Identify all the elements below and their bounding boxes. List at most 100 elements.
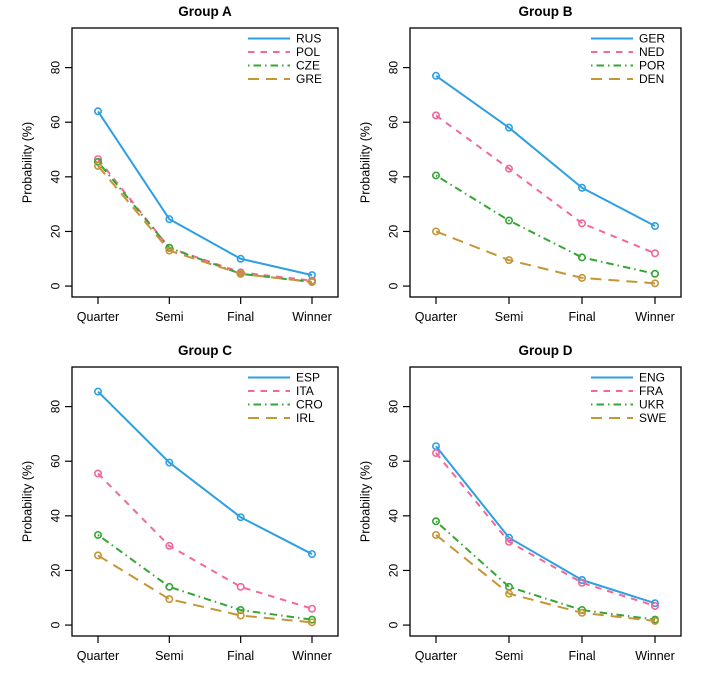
y-axis-title: Probability (%) [358, 461, 372, 542]
data-point-por-winner [650, 269, 659, 278]
data-point-fra-semi [504, 537, 513, 546]
data-point-swe-semi [504, 589, 513, 598]
series-line-ita [97, 472, 313, 610]
x-tick-label: Semi [155, 310, 183, 324]
data-point-ned-final [577, 219, 586, 228]
series-line-cro [97, 534, 313, 621]
series-line-swe [434, 534, 655, 622]
data-point-ned-semi [504, 164, 513, 173]
x-tick-label: Final [568, 310, 595, 324]
series-line-den [435, 230, 655, 285]
data-point-eng-final [577, 576, 586, 585]
legend-label-swe: SWE [639, 411, 666, 425]
data-point-ita-winner [307, 604, 316, 613]
y-tick-label: 80 [386, 61, 400, 75]
y-tick-label: 60 [386, 115, 400, 129]
legend-label-fra: FRA [639, 384, 663, 398]
data-point-por-quarter [431, 171, 440, 180]
data-point-ned-winner [650, 249, 659, 258]
data-point-rus-final [236, 254, 245, 263]
chart-group-d: Group D 0 20 40 60 80 Probability (%) Quarter Se… [358, 343, 682, 663]
legend-label-gre: GRE [296, 72, 322, 86]
series-line-fra [434, 452, 655, 607]
data-point-ger-semi [504, 123, 513, 132]
data-point-ger-winner [650, 221, 659, 230]
chart-group-c: Group C 0 20 40 60 80 Probability (%) Quarter Se… [20, 343, 339, 663]
x-tick-label: Semi [494, 649, 522, 663]
plot-box [408, 366, 682, 637]
data-point-eng-winner [650, 599, 659, 608]
legend-label-por: POR [639, 59, 665, 73]
chart-group-a: Group A 0 20 40 60 80 Probability (%) Quarter Se… [20, 4, 339, 324]
y-tick-label: 40 [386, 170, 400, 184]
series-line-ger [434, 74, 655, 227]
y-tick-label: 20 [386, 563, 400, 577]
data-point-irl-winner [307, 618, 316, 627]
y-tick-label: 80 [49, 400, 63, 414]
y-tick-label: 40 [49, 170, 63, 184]
y-tick-label: 0 [49, 621, 63, 628]
data-point-den-final [577, 273, 586, 282]
data-point-cro-winner [307, 615, 316, 624]
data-point-swe-winner [650, 616, 659, 625]
legend-label-eng: ENG [639, 371, 665, 385]
y-tick-label: 60 [386, 454, 400, 468]
data-point-ger-final [577, 183, 586, 192]
data-point-cze-quarter [94, 157, 103, 166]
panel-title: Group A [178, 4, 232, 19]
x-tick-label: Semi [494, 310, 522, 324]
y-tick-label: 60 [49, 115, 63, 129]
x-tick-label: Quarter [77, 649, 119, 663]
y-tick-label: 0 [386, 621, 400, 628]
panel-title: Group C [178, 343, 232, 358]
legend-label-den: DEN [639, 72, 664, 86]
y-axis-title: Probability (%) [20, 461, 34, 542]
series-line-irl [97, 554, 313, 624]
data-point-ita-quarter [94, 469, 103, 478]
panel-title: Group D [518, 343, 572, 358]
data-point-irl-semi [165, 595, 174, 604]
panel-group-c: Group C 0 20 40 60 80 Probability (%) Quarter Se… [0, 339, 353, 678]
legend-label-esp: ESP [296, 371, 320, 385]
y-tick-label: 60 [49, 454, 63, 468]
data-point-cro-final [236, 606, 245, 615]
series-line-rus [97, 110, 313, 277]
data-point-esp-winner [307, 550, 316, 559]
y-tick-label: 20 [49, 563, 63, 577]
data-point-ita-final [236, 582, 245, 591]
data-point-ned-quarter [431, 111, 440, 120]
legend-label-cro: CRO [296, 398, 323, 412]
x-tick-label: Winner [292, 310, 332, 324]
data-point-cro-quarter [94, 530, 103, 539]
data-point-cro-semi [165, 582, 174, 591]
data-point-swe-final [577, 608, 586, 617]
chart-group-b: Group B 0 20 40 60 80 Probability (%) Quarter Se… [358, 4, 682, 324]
data-point-esp-quarter [94, 387, 103, 396]
y-tick-label: 80 [386, 400, 400, 414]
plot-box [71, 366, 339, 637]
data-point-ukr-quarter [431, 517, 440, 526]
x-tick-label: Winner [635, 649, 675, 663]
legend-label-cze: CZE [296, 59, 320, 73]
y-axis-title: Probability (%) [358, 122, 372, 203]
series-line-cze [97, 161, 313, 283]
panel-title: Group B [518, 4, 572, 19]
data-point-irl-final [236, 611, 245, 620]
x-tick-label: Quarter [414, 310, 456, 324]
y-tick-label: 20 [386, 224, 400, 238]
legend-label-ned: NED [639, 45, 665, 59]
series-line-por [434, 174, 655, 275]
x-tick-label: Winner [292, 649, 332, 663]
data-point-den-quarter [431, 227, 440, 236]
y-tick-label: 0 [49, 282, 63, 289]
legend-label-irl: IRL [296, 411, 315, 425]
data-point-esp-final [236, 513, 245, 522]
series-line-ned [434, 114, 655, 255]
series-line-gre [97, 165, 313, 283]
y-tick-label: 20 [49, 224, 63, 238]
data-point-rus-semi [165, 215, 174, 224]
x-tick-label: Final [227, 310, 254, 324]
data-point-por-final [577, 253, 586, 262]
data-point-den-winner [650, 279, 659, 288]
